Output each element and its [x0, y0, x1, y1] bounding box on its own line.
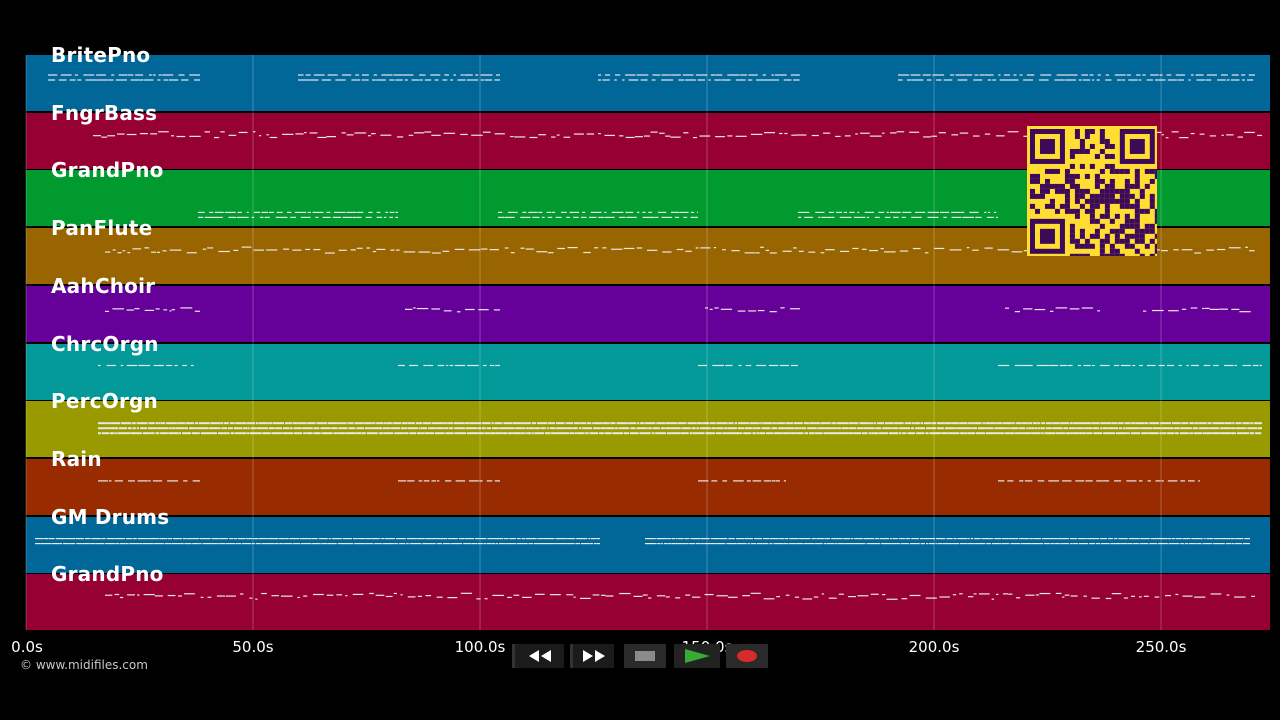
track-lane [26, 344, 1270, 400]
tick-label: 250.0s [1135, 638, 1187, 656]
track-lane [26, 517, 1270, 573]
rewind-icon [528, 650, 551, 662]
record-icon [737, 650, 757, 662]
fast-forward-button[interactable] [570, 644, 614, 668]
play-icon [685, 649, 710, 663]
track-lane [26, 286, 1270, 342]
track-name: PercOrgn [51, 389, 158, 413]
track-lane [26, 459, 1270, 515]
track-name: FngrBass [51, 101, 158, 125]
stop-button[interactable] [624, 644, 666, 668]
track-name: AahChoir [51, 274, 156, 298]
track-name: ChrcOrgn [51, 332, 159, 356]
qr-code [1027, 126, 1157, 256]
track-lane [26, 55, 1270, 111]
tick-label: 200.0s [908, 638, 960, 656]
fast-forward-icon [582, 650, 605, 662]
track-name: GrandPno [51, 158, 164, 182]
record-button[interactable] [726, 644, 768, 668]
rewind-button[interactable] [512, 644, 564, 668]
track-name: PanFlute [51, 216, 153, 240]
track-name: GrandPno [51, 562, 164, 586]
copyright-text: © www.midifiles.com [20, 658, 148, 672]
track-name: Rain [51, 447, 102, 471]
tick-label: 50.0s [232, 638, 274, 656]
tick-label: 0.0s [11, 638, 43, 656]
track-lane [26, 574, 1270, 630]
note-marks [35, 74, 1262, 600]
track-name: GM Drums [51, 505, 170, 529]
tick-label: 100.0s [454, 638, 506, 656]
play-button[interactable] [674, 644, 720, 668]
track-name: BritePno [51, 43, 151, 67]
track-list: BritePno FngrBass GrandPno PanFlute AahChoir… [26, 43, 1270, 630]
stop-icon [635, 651, 655, 661]
